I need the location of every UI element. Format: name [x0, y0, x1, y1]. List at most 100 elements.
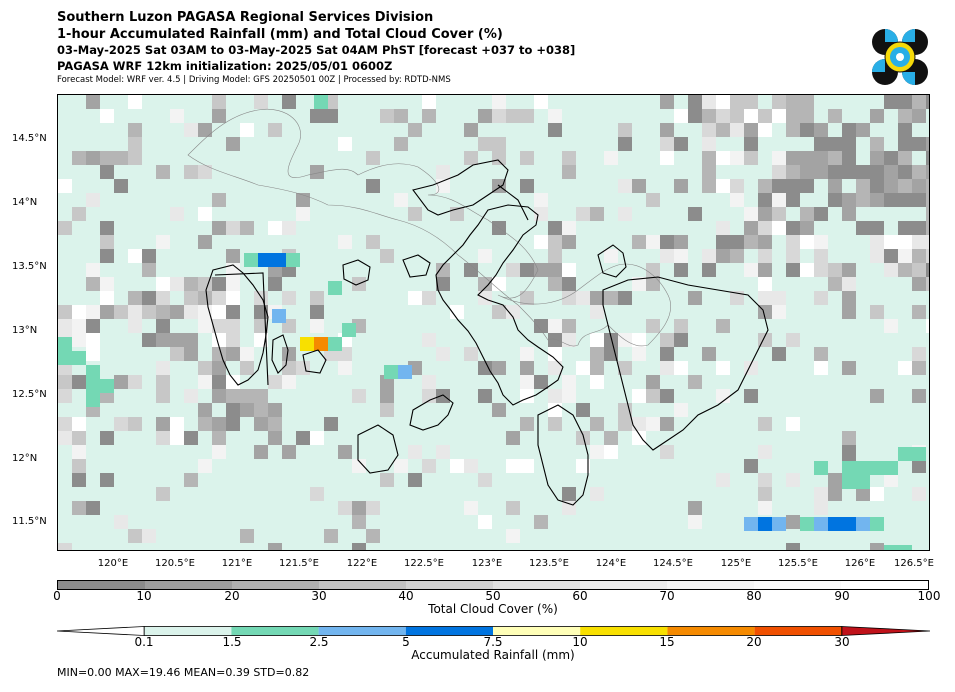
cloud-cell: [212, 95, 226, 109]
cloud-cell: [100, 109, 114, 123]
cloud-colorbar-segment: [493, 581, 580, 589]
cloud-cell: [562, 291, 576, 305]
cloud-cell: [632, 417, 646, 431]
cloud-cell: [254, 417, 268, 431]
rain-cell: [744, 517, 758, 531]
cloud-cell: [898, 249, 912, 263]
cloud-cell: [520, 151, 534, 165]
cloud-cell: [282, 95, 296, 109]
cloud-cell: [702, 123, 716, 137]
rain-cell: [86, 365, 100, 379]
cloud-cell: [380, 389, 394, 403]
cloud-cell: [646, 319, 660, 333]
rain-colorbar-segment: [493, 626, 581, 636]
cloud-cell: [758, 473, 772, 487]
cloud-cell: [814, 263, 828, 277]
cloud-cell: [786, 543, 800, 550]
cloud-cell: [702, 109, 716, 123]
cloud-colorbar-segment: [319, 581, 406, 589]
cloud-cell: [590, 291, 604, 305]
cloud-cell: [464, 123, 478, 137]
cloud-cell: [100, 235, 114, 249]
lat-label: 14.5°N: [12, 133, 47, 144]
rain-cell: [314, 95, 328, 109]
cloud-cell: [268, 221, 282, 235]
cloud-cell: [814, 151, 828, 165]
cloud-cell: [184, 277, 198, 291]
cloud-cell: [800, 235, 814, 249]
cloud-cell: [898, 235, 912, 249]
cloud-cell: [702, 95, 716, 109]
cloud-cell: [926, 249, 929, 263]
cloud-cell: [758, 109, 772, 123]
cloud-cell: [856, 123, 870, 137]
cloud-cell: [338, 137, 352, 151]
cloud-cell: [156, 291, 170, 305]
cloud-cell: [100, 151, 114, 165]
cloud-cell: [604, 291, 618, 305]
cloud-cell: [618, 361, 632, 375]
cloud-cell: [128, 291, 142, 305]
coastlines: [187, 108, 769, 506]
cloud-cell: [758, 487, 772, 501]
cloud-cell: [450, 207, 464, 221]
cloud-cell: [716, 123, 730, 137]
cloud-cell: [646, 417, 660, 431]
cloud-cell: [688, 291, 702, 305]
cloud-cell: [912, 487, 926, 501]
cloud-cell: [926, 277, 929, 291]
cloud-cell: [884, 151, 898, 165]
cloud-cell: [702, 165, 716, 179]
cloud-cell: [898, 95, 912, 109]
lon-label: 125.5°E: [778, 558, 818, 569]
cloud-cell: [870, 165, 884, 179]
cloud-cell: [380, 473, 394, 487]
cloud-cell: [674, 235, 688, 249]
cloud-cell: [562, 277, 576, 291]
cloud-cell: [618, 291, 632, 305]
cloud-cell: [800, 151, 814, 165]
cloud-cell: [730, 291, 744, 305]
cloud-cell: [870, 151, 884, 165]
rain-cell: [898, 545, 912, 550]
cloud-cell: [884, 319, 898, 333]
cloud-cell: [520, 347, 534, 361]
title-product: 1-hour Accumulated Rainfall (mm) and Tot…: [57, 27, 503, 42]
cloud-cell: [156, 333, 170, 347]
cloud-cell: [688, 109, 702, 123]
cloud-cell: [128, 375, 142, 389]
cloud-cell: [772, 109, 786, 123]
cloud-cell: [198, 277, 212, 291]
cloud-cell: [786, 473, 800, 487]
cloud-cell: [142, 529, 156, 543]
cloud-cell: [576, 361, 590, 375]
cloud-cell: [394, 137, 408, 151]
cloud-cell: [688, 515, 702, 529]
cloud-cell: [828, 487, 842, 501]
cloud-cell: [226, 249, 240, 263]
cloud-cell: [926, 151, 929, 165]
rain-cell: [898, 447, 912, 461]
cloud-cell: [912, 347, 926, 361]
cloud-cell: [478, 137, 492, 151]
cloud-cell: [506, 109, 520, 123]
cloud-cell: [758, 123, 772, 137]
cloud-cell: [212, 375, 226, 389]
cloud-cell: [128, 137, 142, 151]
cloud-cell: [156, 165, 170, 179]
cloud-cell: [800, 95, 814, 109]
cloud-cell: [632, 277, 646, 291]
cloud-cell: [646, 389, 660, 403]
cloud-cell: [884, 165, 898, 179]
lon-label: 124.5°E: [653, 558, 693, 569]
cloud-cell: [744, 95, 758, 109]
cloud-cell: [86, 319, 100, 333]
cloud-cell: [716, 361, 730, 375]
cloud-cell: [184, 305, 198, 319]
cloud-cell: [366, 179, 380, 193]
cloud-cell: [548, 319, 562, 333]
cloud-cell: [912, 389, 926, 403]
cloud-cell: [660, 249, 674, 263]
cloud-cell: [632, 235, 646, 249]
lon-label: 124°E: [595, 558, 627, 569]
